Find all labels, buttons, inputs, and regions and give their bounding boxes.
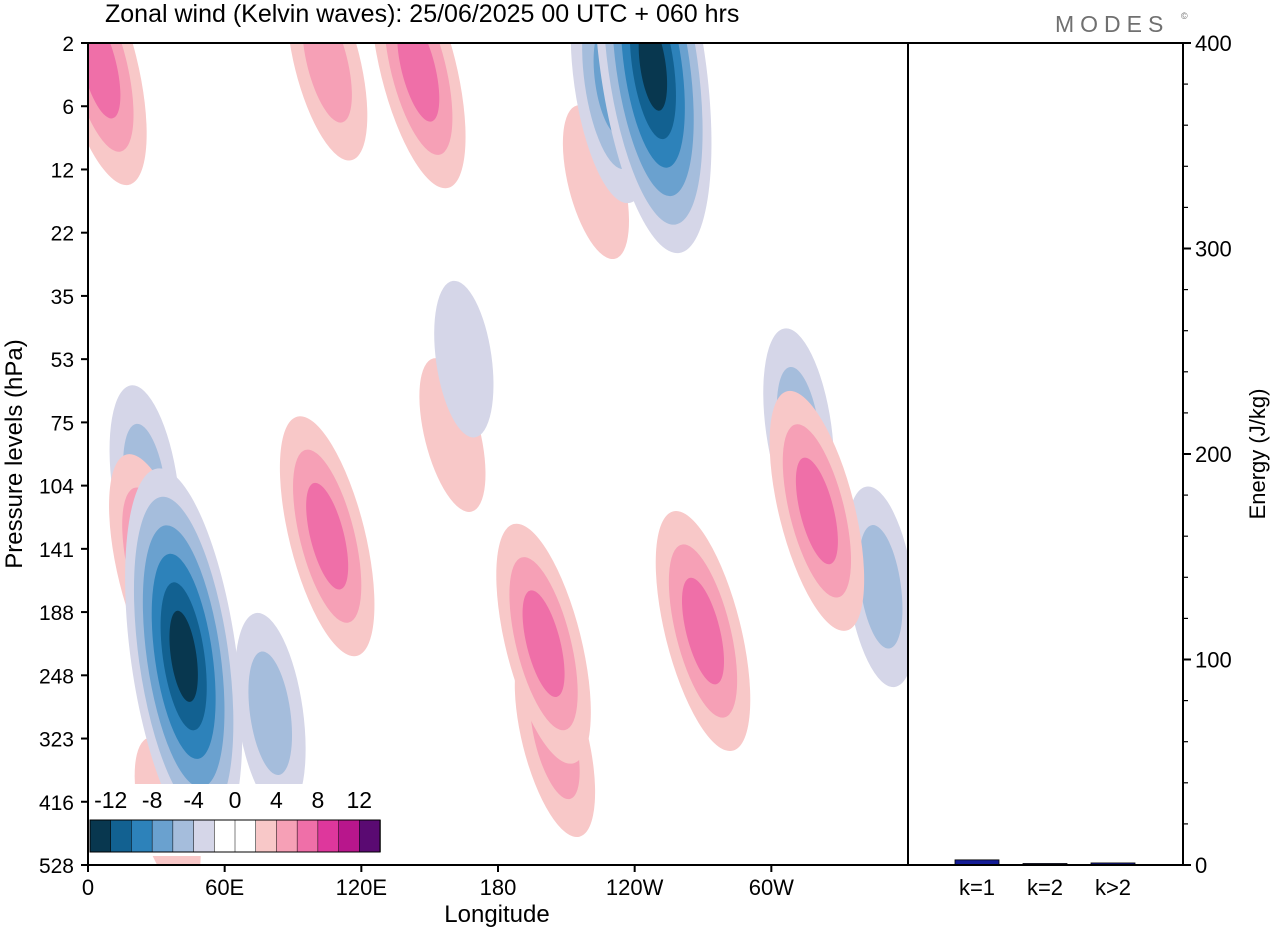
y-axis-label: Pressure levels (hPa) [1, 339, 28, 568]
wind-region [287, 43, 368, 161]
wind-contour-band [562, 105, 630, 260]
colorbar-cell [193, 819, 216, 853]
colorbar-cell [234, 819, 257, 853]
longitude-tick-label: 60W [749, 875, 794, 900]
wind-contour-band [169, 610, 198, 702]
colorbar-cell [151, 819, 174, 853]
pressure-tick-label: 22 [51, 223, 74, 246]
wind-region [496, 523, 591, 764]
wind-region [279, 416, 375, 657]
energy-tick-label: 300 [1195, 237, 1232, 262]
wind-region [769, 390, 865, 631]
pressure-tick-label: 12 [51, 159, 74, 182]
pressure-tick-label: 2 [62, 33, 74, 56]
colorbar-tick-label: 0 [229, 787, 242, 813]
colorbar: -12 -8 -4 0 4 8 12 [84, 784, 384, 856]
wind-region [434, 280, 494, 438]
pressure-tick-label: 6 [62, 96, 74, 119]
wind-region [594, 43, 712, 254]
wind-contour-band [397, 43, 440, 122]
longitude-tick-label: 180 [480, 875, 517, 900]
colorbar-tick-label: 12 [346, 787, 372, 813]
wind-region [655, 511, 751, 752]
colorbar-tick-label: -8 [142, 787, 162, 813]
colorbar-tick-label: -4 [183, 787, 204, 813]
wind-contour-band [681, 577, 725, 685]
wind-contour-band [248, 651, 293, 776]
wind-contour-band [419, 358, 486, 512]
pressure-tick-label: 75 [51, 412, 74, 435]
wind-region [562, 105, 630, 260]
colorbar-cell [110, 819, 133, 853]
energy-axis-label: Energy (J/kg) [1245, 389, 1270, 520]
longitude-tick-label: 120W [606, 875, 664, 900]
colorbar-cell [131, 819, 153, 853]
longitude-tick-label: 60E [205, 875, 244, 900]
energy-axis: 0 100 200 300 400 [1183, 31, 1232, 878]
colorbar-tick-label: -12 [94, 787, 127, 813]
wind-contour-band [858, 525, 903, 649]
pressure-tick-label: 35 [51, 286, 74, 309]
colorbar-cell [89, 819, 112, 853]
pressure-tick-label: 248 [39, 665, 74, 688]
colorbar-tick-label: 4 [270, 787, 283, 813]
pressure-axis: 2 6 12 22 35 53 75 104 141 188 248 323 416 528 [39, 33, 88, 878]
wind-contour-band [638, 43, 668, 111]
colorbar-cell [296, 819, 319, 853]
longitude-tick-label: 0 [82, 875, 94, 900]
energy-tick-label: 200 [1195, 442, 1232, 467]
wind-contour-band [795, 457, 838, 565]
longitude-axis: 0 60E 120E 180 120W 60W [82, 865, 794, 900]
wind-contour-band [88, 43, 121, 119]
colorbar-cell [359, 819, 381, 853]
wind-region [419, 358, 486, 512]
colorbar-cell [338, 819, 361, 853]
wavenumber-label: k>2 [1095, 875, 1131, 900]
pressure-tick-label: 141 [39, 539, 74, 562]
energy-tick-label: 0 [1195, 853, 1207, 878]
modes-logo-mark: © [1181, 11, 1188, 21]
wavenumber-axis: k=1 k=2 k>2 [959, 875, 1131, 900]
pressure-tick-label: 416 [39, 792, 74, 815]
x-axis-label: Longitude [444, 901, 549, 928]
colorbar-cell [172, 819, 195, 853]
wind-field [88, 43, 908, 865]
wind-region [88, 43, 147, 186]
wind-contour-band [302, 43, 352, 123]
wind-region [234, 612, 306, 814]
wind-region [371, 43, 466, 189]
longitude-tick-label: 120E [336, 875, 387, 900]
colorbar-cell [276, 819, 298, 853]
wind-region [125, 468, 243, 845]
colorbar-cell [255, 819, 278, 853]
wavenumber-label: k=2 [1027, 875, 1063, 900]
modes-logo: MODES [1055, 11, 1169, 37]
energy-tick-label: 400 [1195, 31, 1232, 56]
colorbar-tick-label: 8 [311, 787, 324, 813]
pressure-tick-label: 528 [39, 855, 74, 878]
pressure-tick-label: 53 [51, 349, 74, 372]
wind-contour-band [434, 280, 494, 438]
chart-title: Zonal wind (Kelvin waves): 25/06/2025 00… [105, 0, 739, 28]
colorbar-cell [317, 819, 340, 853]
colorbar-cell [214, 819, 236, 853]
energy-tick-label: 100 [1195, 648, 1232, 673]
pressure-tick-label: 323 [39, 729, 74, 752]
colorbar-frame [89, 819, 381, 853]
pressure-tick-label: 104 [39, 476, 74, 499]
wind-contour-band [306, 482, 349, 590]
wind-contour-band [522, 590, 565, 698]
wavenumber-label: k=1 [959, 875, 995, 900]
colorbar-cells [89, 819, 381, 853]
wind-region [845, 486, 908, 688]
pressure-tick-label: 188 [39, 602, 74, 625]
colorbar-labels: -12 -8 -4 0 4 8 12 [94, 787, 372, 813]
